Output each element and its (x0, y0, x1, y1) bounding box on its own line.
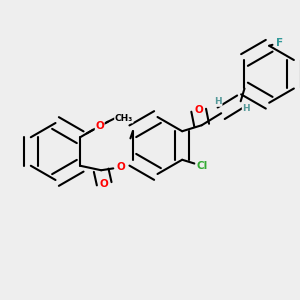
Text: O: O (95, 121, 104, 131)
Text: Cl: Cl (196, 161, 207, 171)
Text: H: H (242, 104, 250, 113)
Text: O: O (194, 105, 203, 115)
Text: CH₃: CH₃ (115, 114, 133, 123)
Text: O: O (116, 162, 125, 172)
Text: O: O (100, 179, 109, 189)
Text: H: H (214, 97, 222, 106)
Text: F: F (276, 38, 283, 48)
